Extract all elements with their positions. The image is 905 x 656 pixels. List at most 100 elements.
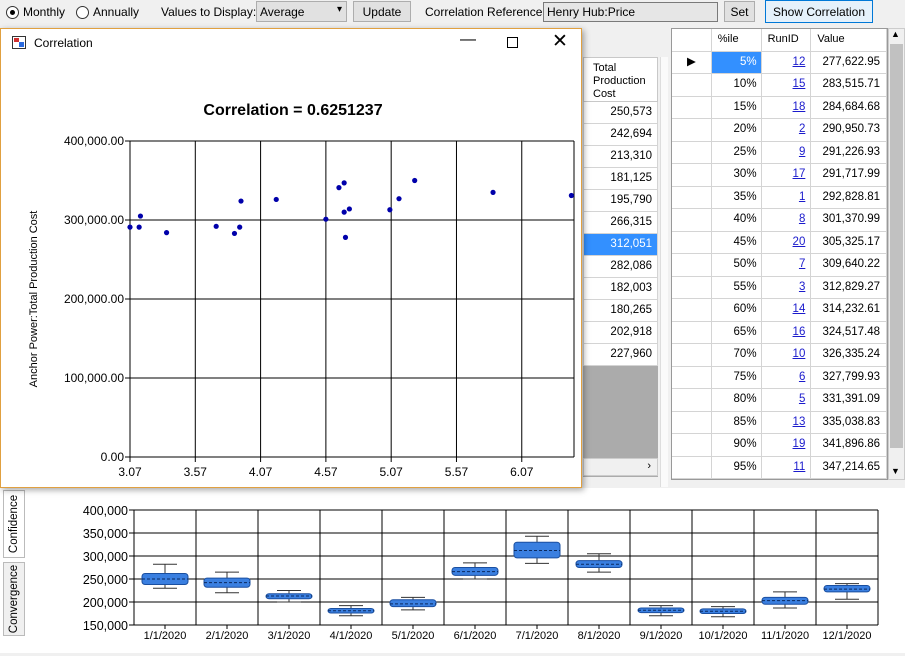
runid-link[interactable]: 19 bbox=[792, 438, 806, 450]
value-cell[interactable]: 292,828.81 bbox=[811, 186, 887, 208]
value-cell[interactable]: 335,038.83 bbox=[811, 411, 887, 433]
runid-cell[interactable]: 10 bbox=[762, 344, 812, 366]
header-percentile[interactable]: %ile bbox=[712, 29, 762, 51]
percentile-cell[interactable]: 90% bbox=[712, 434, 762, 456]
row-header[interactable] bbox=[672, 74, 712, 96]
row-header[interactable] bbox=[672, 456, 712, 478]
correlation-reference-field[interactable]: Henry Hub:Price bbox=[543, 2, 718, 22]
runid-link[interactable]: 7 bbox=[798, 258, 806, 270]
cost-cell[interactable]: 266,315 bbox=[583, 212, 658, 234]
table-row[interactable]: 60% 14 314,232.61 bbox=[672, 299, 887, 322]
row-header[interactable] bbox=[672, 366, 712, 388]
cost-cell[interactable]: 227,960 bbox=[583, 344, 658, 366]
row-header[interactable] bbox=[672, 141, 712, 163]
runid-cell[interactable]: 3 bbox=[762, 276, 812, 298]
runid-cell[interactable]: 11 bbox=[762, 456, 812, 478]
dialog-titlebar[interactable]: Correlation — ✕ bbox=[1, 29, 581, 57]
row-header[interactable] bbox=[672, 186, 712, 208]
table-row[interactable]: 55% 3 312,829.27 bbox=[672, 276, 887, 299]
cost-cell[interactable]: 250,573 bbox=[583, 102, 658, 124]
row-header[interactable] bbox=[672, 321, 712, 343]
value-cell[interactable]: 309,640.22 bbox=[811, 254, 887, 276]
value-cell[interactable]: 290,950.73 bbox=[811, 119, 887, 141]
scroll-up-icon[interactable]: ▲ bbox=[891, 29, 900, 39]
horizontal-scrollbar[interactable]: › bbox=[583, 458, 658, 476]
value-cell[interactable]: 326,335.24 bbox=[811, 344, 887, 366]
row-header[interactable] bbox=[672, 411, 712, 433]
table-row[interactable]: 85% 13 335,038.83 bbox=[672, 411, 887, 434]
close-icon[interactable]: ✕ bbox=[552, 31, 568, 52]
annually-radio[interactable]: Annually bbox=[76, 4, 139, 20]
percentile-cell[interactable]: 50% bbox=[712, 254, 762, 276]
runid-link[interactable]: 8 bbox=[798, 213, 806, 225]
value-cell[interactable]: 324,517.48 bbox=[811, 321, 887, 343]
row-header[interactable] bbox=[672, 119, 712, 141]
table-row[interactable]: 20% 2 290,950.73 bbox=[672, 119, 887, 142]
value-cell[interactable]: 291,226.93 bbox=[811, 141, 887, 163]
runid-cell[interactable]: 8 bbox=[762, 209, 812, 231]
percentile-cell[interactable]: 75% bbox=[712, 366, 762, 388]
value-cell[interactable]: 291,717.99 bbox=[811, 164, 887, 186]
row-header[interactable] bbox=[672, 389, 712, 411]
percentile-cell[interactable]: 70% bbox=[712, 344, 762, 366]
annually-radio-circle[interactable] bbox=[76, 5, 89, 19]
maximize-icon[interactable] bbox=[507, 37, 518, 48]
table-row[interactable]: 25% 9 291,226.93 bbox=[672, 141, 887, 164]
table-row[interactable]: 90% 19 341,896.86 bbox=[672, 434, 887, 457]
runid-cell[interactable]: 15 bbox=[762, 74, 812, 96]
value-cell[interactable]: 314,232.61 bbox=[811, 299, 887, 321]
tab-confidence[interactable]: Confidence bbox=[3, 490, 25, 558]
scrollbar-thumb[interactable] bbox=[890, 44, 903, 448]
runid-cell[interactable]: 16 bbox=[762, 321, 812, 343]
row-header[interactable] bbox=[672, 254, 712, 276]
monthly-radio-circle[interactable] bbox=[6, 5, 19, 19]
table-row[interactable]: 50% 7 309,640.22 bbox=[672, 254, 887, 277]
row-header[interactable] bbox=[672, 96, 712, 118]
runid-cell[interactable]: 19 bbox=[762, 434, 812, 456]
runid-link[interactable]: 10 bbox=[792, 348, 806, 360]
table-row[interactable]: ▶ 5% 12 277,622.95 bbox=[672, 51, 887, 74]
percentile-cell[interactable]: 60% bbox=[712, 299, 762, 321]
row-header[interactable] bbox=[672, 276, 712, 298]
cost-cell[interactable]: 213,310 bbox=[583, 146, 658, 168]
header-runid[interactable]: RunID bbox=[762, 29, 812, 51]
table-row[interactable]: 30% 17 291,717.99 bbox=[672, 164, 887, 187]
table-row[interactable]: 80% 5 331,391.09 bbox=[672, 389, 887, 412]
table-row[interactable]: 35% 1 292,828.81 bbox=[672, 186, 887, 209]
cost-cell[interactable]: 282,086 bbox=[583, 256, 658, 278]
value-cell[interactable]: 327,799.93 bbox=[811, 366, 887, 388]
percentile-cell[interactable]: 20% bbox=[712, 119, 762, 141]
table-row[interactable]: 70% 10 326,335.24 bbox=[672, 344, 887, 367]
runid-link[interactable]: 5 bbox=[798, 393, 806, 405]
row-header[interactable] bbox=[672, 209, 712, 231]
value-cell[interactable]: 312,829.27 bbox=[811, 276, 887, 298]
value-cell[interactable]: 277,622.95 bbox=[811, 51, 887, 73]
set-button[interactable]: Set bbox=[724, 1, 755, 22]
value-cell[interactable]: 283,515.71 bbox=[811, 74, 887, 96]
value-cell[interactable]: 301,370.99 bbox=[811, 209, 887, 231]
value-cell[interactable]: 347,214.65 bbox=[811, 456, 887, 478]
runid-cell[interactable]: 14 bbox=[762, 299, 812, 321]
percentile-cell[interactable]: 85% bbox=[712, 411, 762, 433]
runid-link[interactable]: 13 bbox=[792, 415, 806, 428]
percentile-cell[interactable]: 80% bbox=[712, 389, 762, 411]
table-row[interactable]: 15% 18 284,684.68 bbox=[672, 96, 887, 119]
runid-cell[interactable]: 2 bbox=[762, 119, 812, 141]
runid-cell[interactable]: 5 bbox=[762, 389, 812, 411]
percentile-cell[interactable]: 95% bbox=[712, 456, 762, 478]
cost-cell[interactable]: 181,125 bbox=[583, 168, 658, 190]
runid-cell[interactable]: 13 bbox=[762, 411, 812, 433]
runid-cell[interactable]: 12 bbox=[762, 51, 812, 73]
runid-link[interactable]: 20 bbox=[792, 235, 806, 248]
cost-cell[interactable]: 242,694 bbox=[583, 124, 658, 146]
percentile-cell[interactable]: 15% bbox=[712, 96, 762, 118]
value-cell[interactable]: 305,325.17 bbox=[811, 231, 887, 253]
runid-link[interactable]: 17 bbox=[792, 168, 806, 180]
percentile-cell[interactable]: 25% bbox=[712, 141, 762, 163]
cost-cell[interactable]: 202,918 bbox=[583, 322, 658, 344]
runid-link[interactable]: 1 bbox=[798, 190, 806, 203]
percentile-cell[interactable]: 10% bbox=[712, 74, 762, 96]
runid-link[interactable]: 2 bbox=[798, 123, 806, 135]
table-row[interactable]: 75% 6 327,799.93 bbox=[672, 366, 887, 389]
runid-cell[interactable]: 18 bbox=[762, 96, 812, 118]
